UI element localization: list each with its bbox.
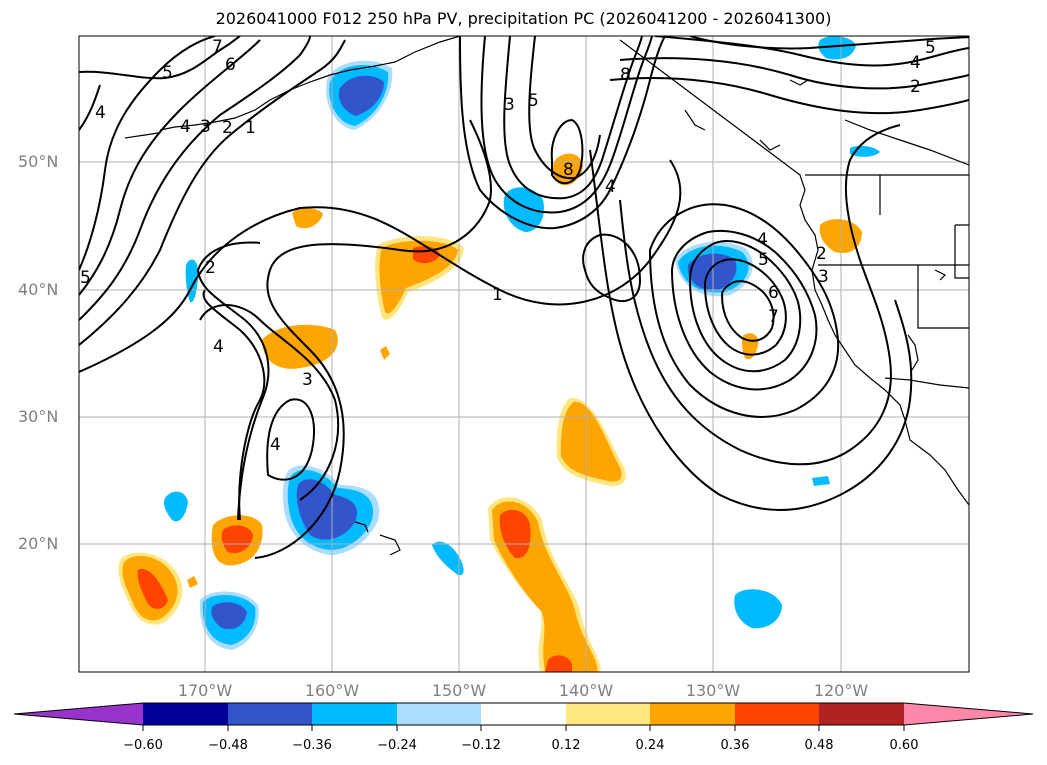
contour-label: 8 — [563, 160, 574, 180]
colorbar-tick-label: 0.60 — [890, 738, 919, 753]
contour-label: 2 — [816, 244, 827, 264]
colorbar-tick-label: −0.60 — [123, 738, 163, 753]
contour-label: 1 — [492, 285, 503, 305]
lat-label: 40°N — [18, 280, 58, 299]
lon-label: 150°W — [432, 681, 486, 700]
contour-label: 3 — [504, 95, 515, 115]
lon-label: 130°W — [686, 681, 740, 700]
contour-label: 1 — [245, 118, 256, 138]
map-canvas: 7 6 5 4 4 3 2 1 5 2 4 3 4 1 3 5 8 4 8 5 … — [0, 0, 1047, 765]
contour-label: 7 — [212, 37, 223, 57]
contour-label: 5 — [162, 63, 173, 83]
contour-label: 6 — [768, 283, 779, 303]
contour-label: 2 — [205, 258, 216, 278]
contour-label: 5 — [758, 250, 769, 270]
contour-label: 5 — [80, 268, 91, 288]
contour-label: 2 — [910, 77, 921, 97]
contour-label: 3 — [818, 267, 829, 287]
contour-label: 4 — [180, 117, 191, 137]
colorbar-tick-label: 0.48 — [805, 738, 834, 753]
colorbar-tick-label: −0.36 — [292, 738, 332, 753]
lat-label: 50°N — [18, 152, 58, 171]
lat-label: 20°N — [18, 534, 58, 553]
contour-label: 3 — [302, 370, 313, 390]
contour-label: 5 — [925, 38, 936, 58]
contour-label: 4 — [270, 435, 281, 455]
contour-label: 4 — [95, 103, 106, 123]
lat-label: 30°N — [18, 407, 58, 426]
colorbar-tick-label: 0.36 — [721, 738, 750, 753]
lon-label: 160°W — [305, 681, 359, 700]
colorbar-tick-label: −0.48 — [208, 738, 248, 753]
contour-label: 8 — [620, 65, 631, 85]
colorbar-tick-label: −0.12 — [461, 738, 501, 753]
contour-label: 5 — [528, 91, 539, 111]
contour-label: 7 — [768, 307, 779, 327]
colorbar-tick-label: −0.24 — [377, 738, 417, 753]
contour-label: 4 — [757, 230, 768, 250]
colorbar-tick-label: 0.24 — [636, 738, 665, 753]
contour-label: 6 — [225, 55, 236, 75]
lon-label: 140°W — [559, 681, 613, 700]
contour-label: 4 — [213, 337, 224, 357]
contour-label: 4 — [605, 177, 616, 197]
lon-label: 120°W — [814, 681, 868, 700]
contour-label: 2 — [222, 118, 233, 138]
contour-label: 3 — [200, 117, 211, 137]
lon-label: 170°W — [178, 681, 232, 700]
contour-label: 4 — [910, 53, 921, 73]
colorbar-tick-label: 0.12 — [552, 738, 581, 753]
